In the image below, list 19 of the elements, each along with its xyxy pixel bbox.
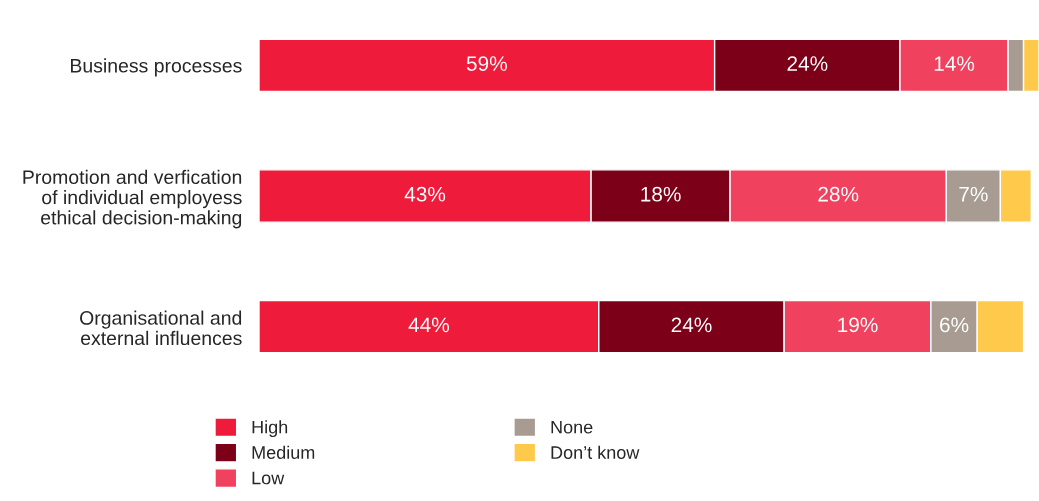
y-tick-label: Business processes <box>71 58 242 77</box>
data-label: 24% <box>671 317 712 333</box>
legend-label: High <box>252 420 288 438</box>
data-label: 59% <box>466 56 507 71</box>
data-label: 28% <box>818 186 859 202</box>
data-label: 19% <box>838 317 878 333</box>
data-label: 24% <box>787 56 828 71</box>
y-tick-label: Promotion and verfication of individual employess ethical decision-making <box>23 169 242 229</box>
legend-label: Medium <box>252 445 315 459</box>
data-label: 14% <box>934 56 975 71</box>
data-label: 18% <box>641 186 681 202</box>
data-label: 6% <box>940 317 969 333</box>
legend-label: Don’t know <box>551 445 640 459</box>
data-label: 7% <box>959 186 988 202</box>
data-label: 44% <box>408 317 450 333</box>
y-tick-label: Organisational and external influences <box>80 310 242 346</box>
legend-label: None <box>551 420 593 434</box>
legend-label: Low <box>252 471 285 485</box>
data-label: 43% <box>404 186 446 202</box>
